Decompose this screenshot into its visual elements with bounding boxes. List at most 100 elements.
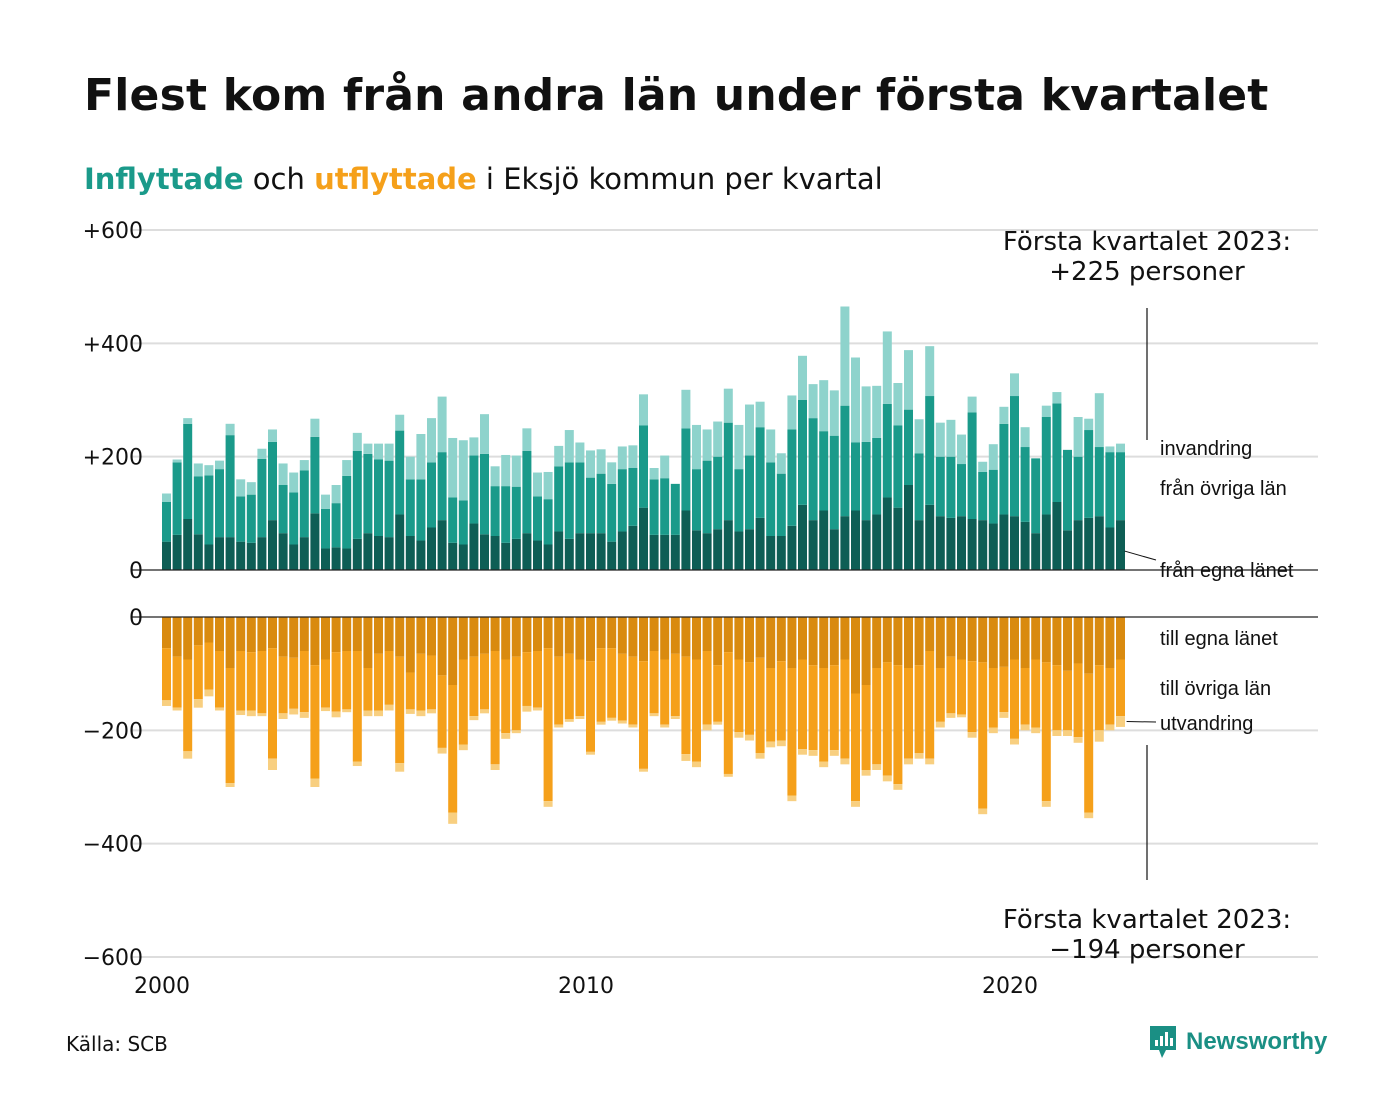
bar-in-från-egna-länet xyxy=(575,533,585,570)
bar-in-från-egna-länet xyxy=(628,525,638,570)
bar-out-till-övriga-län xyxy=(660,659,670,725)
bar-out-till-övriga-län xyxy=(321,659,330,708)
bar-out-till-övriga-län xyxy=(607,648,617,718)
bar-out-till-egna-länet xyxy=(522,617,532,653)
bar-out-utvandring xyxy=(1116,716,1125,727)
bar-out-till-övriga-län xyxy=(533,651,542,708)
subtitle-in-word: Inflyttade xyxy=(84,162,244,196)
bar-out-till-övriga-län xyxy=(1031,659,1041,728)
bar-out-till-egna-länet xyxy=(734,617,744,660)
bar-out-utvandring xyxy=(808,750,818,756)
bar-in-invandring xyxy=(310,418,320,437)
bar-out-till-övriga-län xyxy=(1105,668,1115,725)
bar-in-invandring xyxy=(278,463,288,485)
bar-out-till-övriga-län xyxy=(586,661,595,752)
bar-out-utvandring xyxy=(829,750,839,756)
bar-out-till-övriga-län xyxy=(1073,663,1083,738)
bar-out-till-övriga-län xyxy=(522,652,532,706)
bar-out-till-egna-länet xyxy=(935,617,945,668)
bar-in-invandring xyxy=(331,485,341,504)
bar-out-till-övriga-län xyxy=(723,652,733,774)
bar-out-utvandring xyxy=(405,709,415,714)
bar-out-till-egna-länet xyxy=(681,617,691,657)
bar-in-invandring xyxy=(957,434,966,465)
bar-out-till-övriga-län xyxy=(427,655,436,710)
bar-out-till-övriga-län xyxy=(670,653,680,717)
bar-in-från-egna-länet xyxy=(935,516,945,570)
bar-out-till-egna-länet xyxy=(798,617,807,660)
bar-in-från-övriga-län xyxy=(554,466,564,532)
bar-out-till-övriga-län xyxy=(787,668,797,796)
bar-out-till-övriga-län xyxy=(225,668,235,784)
bar-out-till-övriga-län xyxy=(172,656,182,708)
bar-out-utvandring xyxy=(755,753,765,759)
bar-in-från-egna-länet xyxy=(1084,517,1094,570)
bar-in-från-egna-länet xyxy=(469,523,479,570)
bar-out-utvandring xyxy=(1052,730,1062,736)
bar-out-till-egna-länet xyxy=(172,617,182,657)
y-tick-label: +600 xyxy=(83,219,143,244)
bar-out-till-egna-länet xyxy=(596,617,606,649)
bar-in-från-egna-länet xyxy=(1041,514,1051,570)
bar-out-utvandring xyxy=(1031,727,1041,734)
bar-out-till-egna-länet xyxy=(533,617,542,651)
bar-out-till-egna-länet xyxy=(1052,617,1062,666)
bar-in-invandring xyxy=(978,461,988,472)
bar-out-till-egna-länet xyxy=(416,617,426,654)
bar-in-invandring xyxy=(448,437,458,498)
bar-out-till-egna-länet xyxy=(628,617,638,657)
bar-in-från-övriga-län xyxy=(798,400,807,505)
bar-in-från-egna-länet xyxy=(458,544,468,570)
bar-out-till-övriga-län xyxy=(331,652,341,712)
bar-in-från-övriga-län xyxy=(395,430,405,515)
bar-in-invandring xyxy=(988,444,998,470)
bar-in-invandring xyxy=(1052,392,1062,404)
bar-out-till-egna-länet xyxy=(204,617,214,643)
bar-in-från-egna-länet xyxy=(957,516,966,570)
bar-in-från-övriga-län xyxy=(904,409,913,485)
bar-out-utvandring xyxy=(988,727,998,734)
bar-out-till-egna-länet xyxy=(331,617,341,653)
bar-in-från-egna-länet xyxy=(236,541,246,570)
newsworthy-icon xyxy=(1150,1026,1176,1058)
bar-out-till-egna-länet xyxy=(713,617,723,666)
bar-in-från-egna-länet xyxy=(829,529,839,570)
bar-out-till-egna-länet xyxy=(702,617,712,651)
bar-in-från-övriga-län xyxy=(988,469,998,524)
bar-out-till-egna-länet xyxy=(215,617,224,651)
bar-in-invandring xyxy=(755,401,765,428)
bar-in-invandring xyxy=(798,355,807,400)
bar-out-utvandring xyxy=(649,713,659,717)
bar-in-invandring xyxy=(1084,418,1094,431)
bar-out-till-egna-länet xyxy=(670,617,680,654)
bar-out-till-övriga-län xyxy=(575,659,585,717)
bar-in-från-övriga-län xyxy=(469,455,479,524)
y-tick-label: −600 xyxy=(83,946,143,971)
grid-lines xyxy=(132,229,1318,958)
leader-line xyxy=(1124,550,1157,561)
bar-in-från-övriga-län xyxy=(957,464,966,517)
bar-out-till-övriga-län xyxy=(1116,659,1125,717)
bar-in-från-egna-länet xyxy=(331,547,341,570)
inflow-bars xyxy=(162,306,1125,570)
bar-out-utvandring xyxy=(851,801,860,807)
bar-in-invandring xyxy=(501,454,511,487)
bar-out-utvandring xyxy=(904,758,913,765)
bar-in-från-egna-länet xyxy=(522,533,532,570)
newsworthy-logo[interactable]: Newsworthy xyxy=(1148,1024,1327,1060)
bar-out-till-övriga-län xyxy=(967,661,977,733)
bar-in-invandring xyxy=(437,396,447,453)
bar-in-från-övriga-län xyxy=(596,473,606,534)
bar-in-från-övriga-län xyxy=(1063,449,1072,531)
bar-out-till-egna-länet xyxy=(946,617,956,657)
bar-out-utvandring xyxy=(702,724,712,731)
bar-out-utvandring xyxy=(681,754,691,761)
bar-out-till-övriga-län xyxy=(808,665,818,751)
bar-in-invandring xyxy=(776,453,786,474)
bar-in-från-övriga-län xyxy=(1031,458,1041,534)
bar-in-från-övriga-län xyxy=(745,455,754,530)
bar-in-invandring xyxy=(395,414,405,431)
bar-in-invandring xyxy=(342,460,352,476)
bar-out-till-egna-länet xyxy=(554,617,564,657)
bar-out-utvandring xyxy=(162,700,171,706)
